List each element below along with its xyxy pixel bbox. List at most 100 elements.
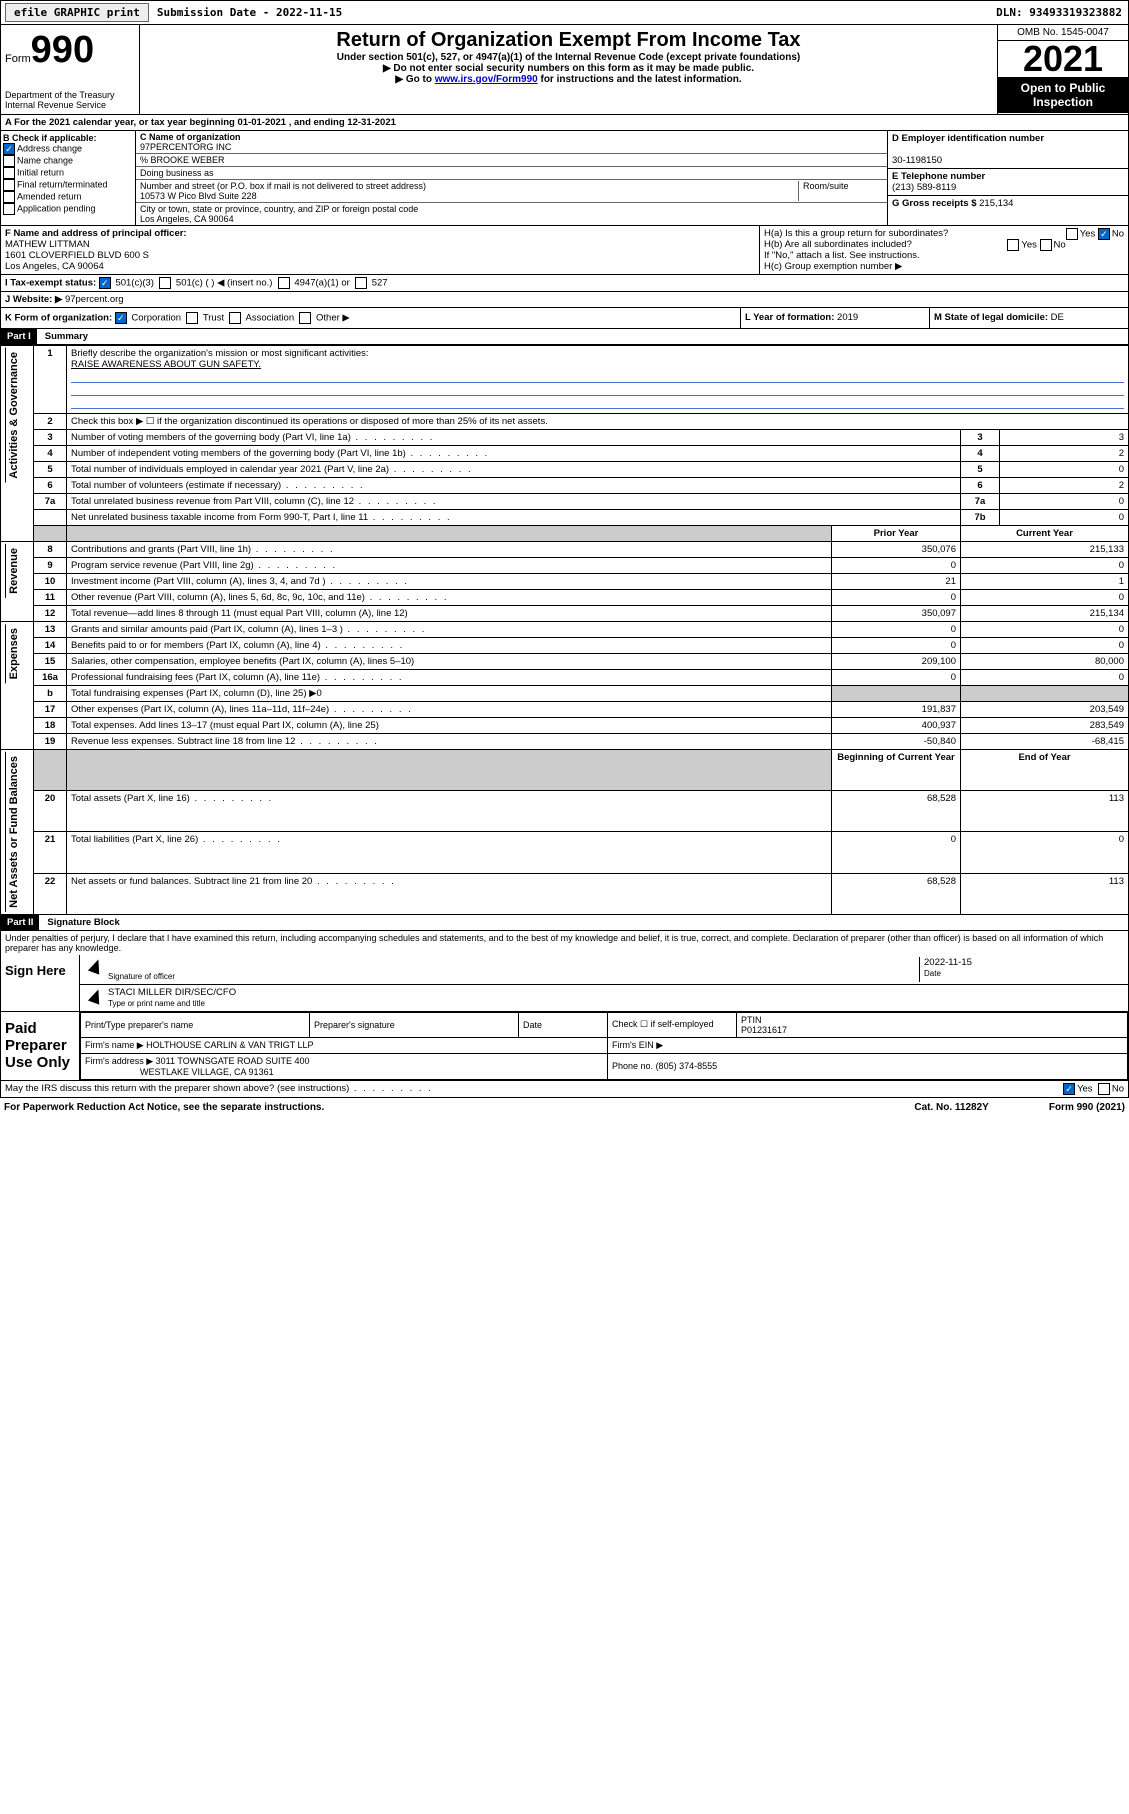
section-l: L Year of formation: 2019 bbox=[740, 308, 929, 328]
r22-text: Net assets or fund balances. Subtract li… bbox=[67, 873, 832, 914]
chk-501c[interactable] bbox=[159, 277, 171, 289]
r12-py: 350,097 bbox=[832, 606, 961, 622]
footer-right: Form 990 (2021) bbox=[1049, 1102, 1125, 1113]
year-formation: 2019 bbox=[837, 312, 858, 323]
r7a-num: 7a bbox=[34, 494, 67, 510]
chk-corporation[interactable]: ✓ bbox=[115, 312, 127, 324]
r14-py: 0 bbox=[832, 638, 961, 654]
col-b: B Check if applicable: ✓Address change N… bbox=[1, 131, 136, 225]
part2-header: Part II Signature Block bbox=[0, 915, 1129, 931]
chk-name-change[interactable] bbox=[3, 155, 15, 167]
chk-trust[interactable] bbox=[186, 312, 198, 324]
current-year-hdr: Current Year bbox=[961, 526, 1129, 542]
firm-ein-label: Firm's EIN ▶ bbox=[608, 1037, 1128, 1053]
ha-no[interactable]: ✓ bbox=[1098, 228, 1110, 240]
paid-preparer-block: Paid Preparer Use Only Print/Type prepar… bbox=[0, 1012, 1129, 1081]
chk-application-pending[interactable] bbox=[3, 203, 15, 215]
open-public-badge: Open to Public Inspection bbox=[998, 77, 1128, 113]
col-de: D Employer identification number30-11981… bbox=[887, 131, 1128, 225]
r20-eoy: 113 bbox=[961, 791, 1129, 832]
r8-text: Contributions and grants (Part VIII, lin… bbox=[67, 542, 832, 558]
chk-501c3[interactable]: ✓ bbox=[99, 277, 111, 289]
efile-button[interactable]: efile GRAPHIC print bbox=[5, 3, 149, 22]
r7a-key: 7a bbox=[961, 494, 1000, 510]
opt-assoc: Association bbox=[246, 313, 295, 324]
domicile: DE bbox=[1051, 312, 1064, 323]
r17-text: Other expenses (Part IX, column (A), lin… bbox=[67, 702, 832, 718]
chk-final-return[interactable] bbox=[3, 179, 15, 191]
opt-other: Other ▶ bbox=[316, 313, 350, 324]
r4-text: Number of independent voting members of … bbox=[67, 446, 961, 462]
r22-eoy: 113 bbox=[961, 873, 1129, 914]
section-a: A For the 2021 calendar year, or tax yea… bbox=[0, 115, 1129, 131]
side-net-assets: Net Assets or Fund Balances bbox=[5, 752, 22, 912]
boy-hdr: Beginning of Current Year bbox=[832, 750, 961, 791]
side-expenses: Expenses bbox=[5, 624, 22, 683]
dept-treasury: Department of the Treasury bbox=[5, 90, 135, 100]
lbl-address-change: Address change bbox=[17, 143, 82, 153]
chk-association[interactable] bbox=[229, 312, 241, 324]
discuss-row: May the IRS discuss this return with the… bbox=[0, 1081, 1129, 1098]
discuss-yes-chk[interactable]: ✓ bbox=[1063, 1083, 1075, 1095]
r19-cy: -68,415 bbox=[961, 734, 1129, 750]
opt-4947: 4947(a)(1) or bbox=[294, 278, 349, 289]
section-k: K Form of organization: ✓ Corporation Tr… bbox=[1, 308, 740, 328]
ein: 30-1198150 bbox=[892, 155, 942, 166]
gross-receipts-label: G Gross receipts $ bbox=[892, 198, 976, 209]
side-revenue: Revenue bbox=[5, 544, 22, 598]
r18-cy: 283,549 bbox=[961, 718, 1129, 734]
footer: For Paperwork Reduction Act Notice, see … bbox=[0, 1098, 1129, 1117]
r9-num: 9 bbox=[34, 558, 67, 574]
irs-link[interactable]: www.irs.gov/Form990 bbox=[435, 74, 538, 85]
ha-yes[interactable] bbox=[1066, 228, 1078, 240]
header-left: Form990 Department of the Treasury Inter… bbox=[1, 25, 140, 114]
section-f: F Name and address of principal officer:… bbox=[1, 226, 759, 274]
city-state-zip: Los Angeles, CA 90064 bbox=[140, 214, 234, 224]
hb-no[interactable] bbox=[1040, 239, 1052, 251]
r15-text: Salaries, other compensation, employee b… bbox=[67, 654, 832, 670]
lbl-initial-return: Initial return bbox=[17, 167, 64, 177]
ha-label: H(a) Is this a group return for subordin… bbox=[764, 228, 948, 239]
officer-label: F Name and address of principal officer: bbox=[5, 228, 187, 239]
r15-py: 209,100 bbox=[832, 654, 961, 670]
hb-label: H(b) Are all subordinates included? bbox=[764, 239, 912, 250]
q2-label: Check this box ▶ ☐ if the organization d… bbox=[67, 414, 1129, 430]
r12-text: Total revenue—add lines 8 through 11 (mu… bbox=[67, 606, 832, 622]
form-word: Form bbox=[5, 53, 31, 65]
chk-other[interactable] bbox=[299, 312, 311, 324]
form-number: 990 bbox=[31, 29, 94, 71]
firm-addr1: 3011 TOWNSGATE ROAD SUITE 400 bbox=[156, 1056, 310, 1066]
r10-cy: 1 bbox=[961, 574, 1129, 590]
r19-py: -50,840 bbox=[832, 734, 961, 750]
year-formation-label: L Year of formation: bbox=[745, 312, 834, 323]
hb-yes[interactable] bbox=[1007, 239, 1019, 251]
firm-phone-label: Phone no. bbox=[612, 1061, 653, 1071]
chk-address-change[interactable]: ✓ bbox=[3, 143, 15, 155]
r7b-text: Net unrelated business taxable income fr… bbox=[67, 510, 961, 526]
chk-4947[interactable] bbox=[278, 277, 290, 289]
r16a-cy: 0 bbox=[961, 670, 1129, 686]
r9-text: Program service revenue (Part VIII, line… bbox=[67, 558, 832, 574]
lbl-name-change: Name change bbox=[17, 155, 73, 165]
part1-badge: Part I bbox=[1, 329, 37, 344]
eoy-hdr: End of Year bbox=[961, 750, 1129, 791]
r21-text: Total liabilities (Part X, line 26) bbox=[67, 832, 832, 873]
form-subtitle: Under section 501(c), 527, or 4947(a)(1)… bbox=[144, 52, 993, 63]
ptin-value: P01231617 bbox=[741, 1025, 787, 1035]
phone-label: E Telephone number bbox=[892, 171, 985, 182]
discuss-no-chk[interactable] bbox=[1098, 1083, 1110, 1095]
opt-corp: Corporation bbox=[131, 313, 181, 324]
chk-527[interactable] bbox=[355, 277, 367, 289]
pen-icon-2 bbox=[88, 987, 104, 1004]
r9-cy: 0 bbox=[961, 558, 1129, 574]
dba-label: Doing business as bbox=[140, 168, 214, 178]
chk-initial-return[interactable] bbox=[3, 167, 15, 179]
r11-cy: 0 bbox=[961, 590, 1129, 606]
r7b-val: 0 bbox=[1000, 510, 1129, 526]
chk-amended[interactable] bbox=[3, 191, 15, 203]
r12-cy: 215,134 bbox=[961, 606, 1129, 622]
sig-date: 2022-11-15 bbox=[924, 957, 972, 968]
r6-key: 6 bbox=[961, 478, 1000, 494]
r3-key: 3 bbox=[961, 430, 1000, 446]
r8-py: 350,076 bbox=[832, 542, 961, 558]
